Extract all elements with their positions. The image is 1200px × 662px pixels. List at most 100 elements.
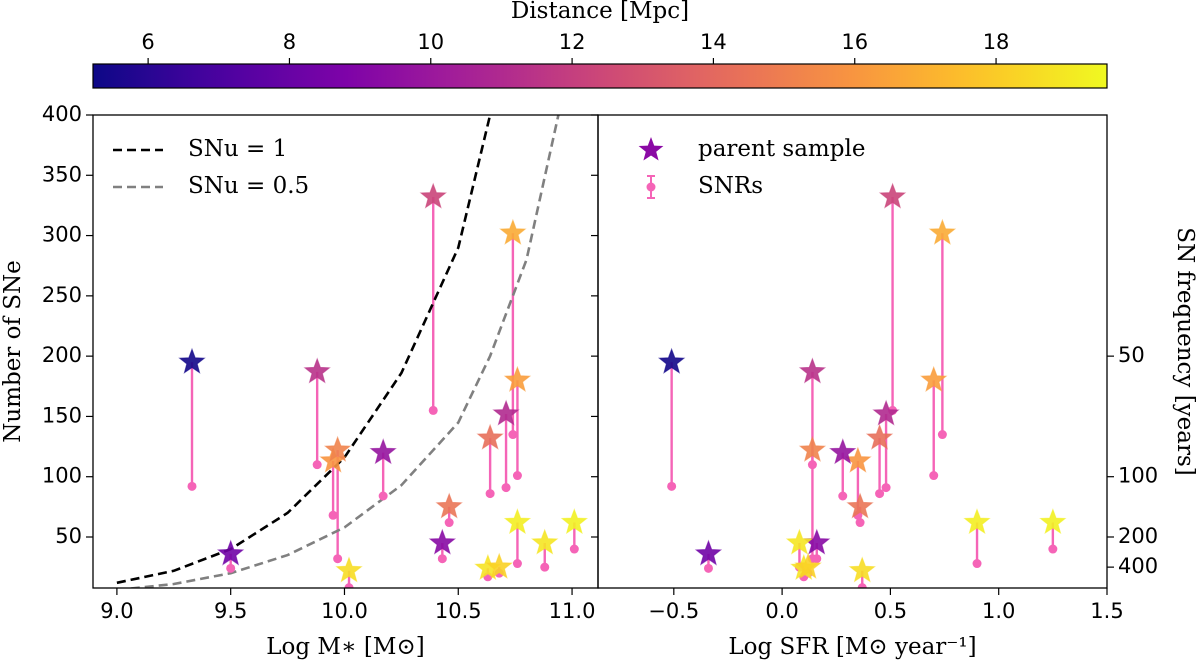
x-tick-label: 1.5 — [1090, 599, 1123, 623]
x-tick-label: 9.0 — [100, 599, 133, 623]
snr-point — [312, 460, 322, 470]
star-marker — [928, 218, 957, 245]
snr-point — [937, 430, 947, 440]
axes-frame — [92, 114, 599, 589]
star-marker — [694, 539, 723, 566]
snr-point — [807, 460, 817, 470]
snr-point — [512, 471, 522, 481]
snr-point — [437, 554, 447, 564]
legend-point — [646, 182, 656, 192]
snr-point — [972, 559, 982, 569]
x-tick-label: 11.0 — [549, 599, 596, 623]
star-marker — [435, 492, 463, 519]
star-marker — [798, 435, 827, 462]
y-tick-label: 150 — [42, 403, 82, 427]
star-marker — [785, 528, 814, 555]
y2-axis-label: SN frequency [years] — [1172, 227, 1198, 476]
star-marker — [963, 508, 991, 535]
colorbar-tick-label: 8 — [283, 30, 296, 54]
x-axis-label: Log SFR [M⊙ year⁻¹] — [728, 634, 976, 660]
x-tick-label: −0.5 — [648, 599, 699, 623]
snr-point — [378, 491, 388, 501]
y-tick-label: 100 — [42, 464, 82, 488]
star-marker — [920, 365, 948, 392]
colorbar-tick-label: 16 — [841, 30, 868, 54]
snr-point — [540, 562, 550, 572]
snr-point — [428, 405, 438, 415]
snr-point — [187, 481, 197, 491]
colorbar-tick-label: 12 — [559, 30, 586, 54]
legend-label: parent sample — [698, 136, 865, 162]
y-tick-label: 200 — [42, 343, 82, 367]
snr-point — [501, 483, 511, 493]
star-marker — [872, 399, 900, 426]
snr-point — [929, 471, 939, 481]
star-marker — [1039, 508, 1067, 535]
star-marker — [531, 528, 559, 555]
snr-point — [444, 518, 454, 528]
y-tick-label: 350 — [42, 162, 82, 186]
star-marker — [303, 357, 331, 384]
star-marker — [419, 182, 447, 209]
snr-point — [812, 554, 822, 564]
colorbar-tick-label: 14 — [700, 30, 727, 54]
snr-point — [838, 491, 848, 501]
star-marker — [846, 492, 874, 519]
axes-frame — [597, 114, 1108, 589]
y-tick-label: 50 — [55, 524, 82, 548]
colorbar-label: Distance [Mpc] — [511, 0, 689, 24]
star-marker — [499, 218, 527, 245]
star-marker — [798, 357, 827, 384]
curve — [116, 115, 492, 585]
snr-point — [226, 563, 236, 573]
star-marker — [216, 539, 245, 566]
legend-label: SNu = 1 — [188, 136, 287, 162]
snr-point — [703, 563, 713, 573]
legend-label: SNu = 0.5 — [188, 173, 309, 199]
star-marker — [865, 423, 894, 450]
star-marker — [178, 347, 206, 374]
star-marker — [503, 365, 532, 392]
curve — [123, 115, 560, 588]
x-axis-label: Log M∗ [M⊙] — [266, 634, 424, 660]
star-marker — [657, 347, 686, 374]
snr-point — [485, 489, 495, 499]
x-tick-label: 10.5 — [435, 599, 482, 623]
star-marker — [492, 399, 520, 426]
snr-point — [1048, 544, 1058, 554]
y2-tick-label: 50 — [1118, 343, 1145, 367]
star-marker — [794, 552, 822, 579]
snr-point — [333, 554, 343, 564]
snr-point — [667, 481, 677, 491]
colorbar-tick-label: 18 — [983, 30, 1010, 54]
legend-label: SNRs — [698, 173, 763, 199]
y2-tick-label: 200 — [1118, 524, 1158, 548]
y2-tick-label: 400 — [1118, 554, 1158, 578]
legend-star — [638, 137, 664, 161]
x-tick-label: 1.0 — [982, 599, 1015, 623]
star-marker — [335, 556, 363, 583]
star-marker — [878, 182, 907, 209]
snr-point — [344, 583, 354, 588]
snr-point — [857, 583, 867, 588]
star-marker — [485, 552, 513, 579]
star-marker — [848, 556, 876, 583]
x-tick-label: 0.0 — [765, 599, 798, 623]
snr-point — [328, 510, 338, 520]
star-marker — [323, 435, 352, 462]
snr-point — [508, 430, 518, 440]
colorbar-tick-label: 10 — [417, 30, 444, 54]
snr-point — [855, 518, 865, 528]
y-axis-label: Number of SNe — [0, 260, 26, 443]
plot-area — [116, 115, 589, 588]
star-marker — [560, 508, 589, 535]
y-tick-label: 300 — [42, 223, 82, 247]
star-marker — [369, 438, 397, 465]
star-marker — [428, 528, 457, 555]
colorbar-tick-label: 6 — [141, 30, 154, 54]
snr-point — [875, 489, 885, 499]
x-tick-label: 0.5 — [874, 599, 907, 623]
snr-point — [569, 544, 579, 554]
plot-area — [657, 182, 1067, 588]
